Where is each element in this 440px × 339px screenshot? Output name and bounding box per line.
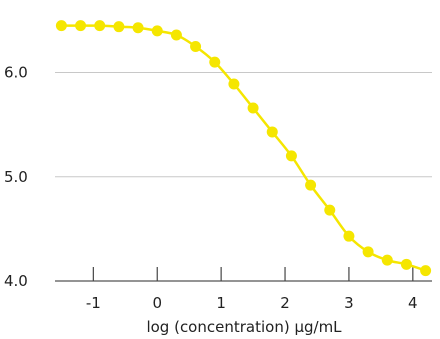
data-point xyxy=(228,78,240,90)
data-point xyxy=(266,126,278,138)
x-axis: -1 0 1 2 3 4 xyxy=(86,267,418,312)
data-point xyxy=(400,258,412,270)
data-point xyxy=(94,20,106,32)
data-point xyxy=(113,21,125,33)
data-point xyxy=(305,179,317,191)
y-tick-label: 6.0 xyxy=(4,64,28,82)
gridlines xyxy=(55,72,432,282)
data-point xyxy=(55,20,67,32)
x-tick-label: 1 xyxy=(216,294,226,312)
data-point xyxy=(381,254,393,266)
data-point xyxy=(151,25,163,37)
y-tick-label: 5.0 xyxy=(4,168,28,186)
data-point xyxy=(209,56,221,68)
data-point xyxy=(75,20,87,32)
data-point xyxy=(324,204,336,216)
x-tick-label: -1 xyxy=(86,294,101,312)
data-point xyxy=(170,29,182,41)
y-axis: 4.0 5.0 6.0 xyxy=(4,64,28,290)
x-tick-label: 2 xyxy=(280,294,290,312)
data-point xyxy=(362,246,374,258)
x-tick-label: 4 xyxy=(408,294,418,312)
x-tick-label: 0 xyxy=(152,294,162,312)
data-point xyxy=(285,150,297,162)
series-layer xyxy=(55,20,432,277)
data-point xyxy=(132,22,144,34)
data-point xyxy=(343,230,355,242)
x-tick-label: 3 xyxy=(344,294,354,312)
data-point xyxy=(190,40,202,52)
y-tick-label: 4.0 xyxy=(4,272,28,290)
x-axis-title: log (concentration) µg/mL xyxy=(146,318,342,336)
data-point xyxy=(247,102,259,114)
fit-curve xyxy=(61,24,426,272)
data-point xyxy=(420,265,432,277)
